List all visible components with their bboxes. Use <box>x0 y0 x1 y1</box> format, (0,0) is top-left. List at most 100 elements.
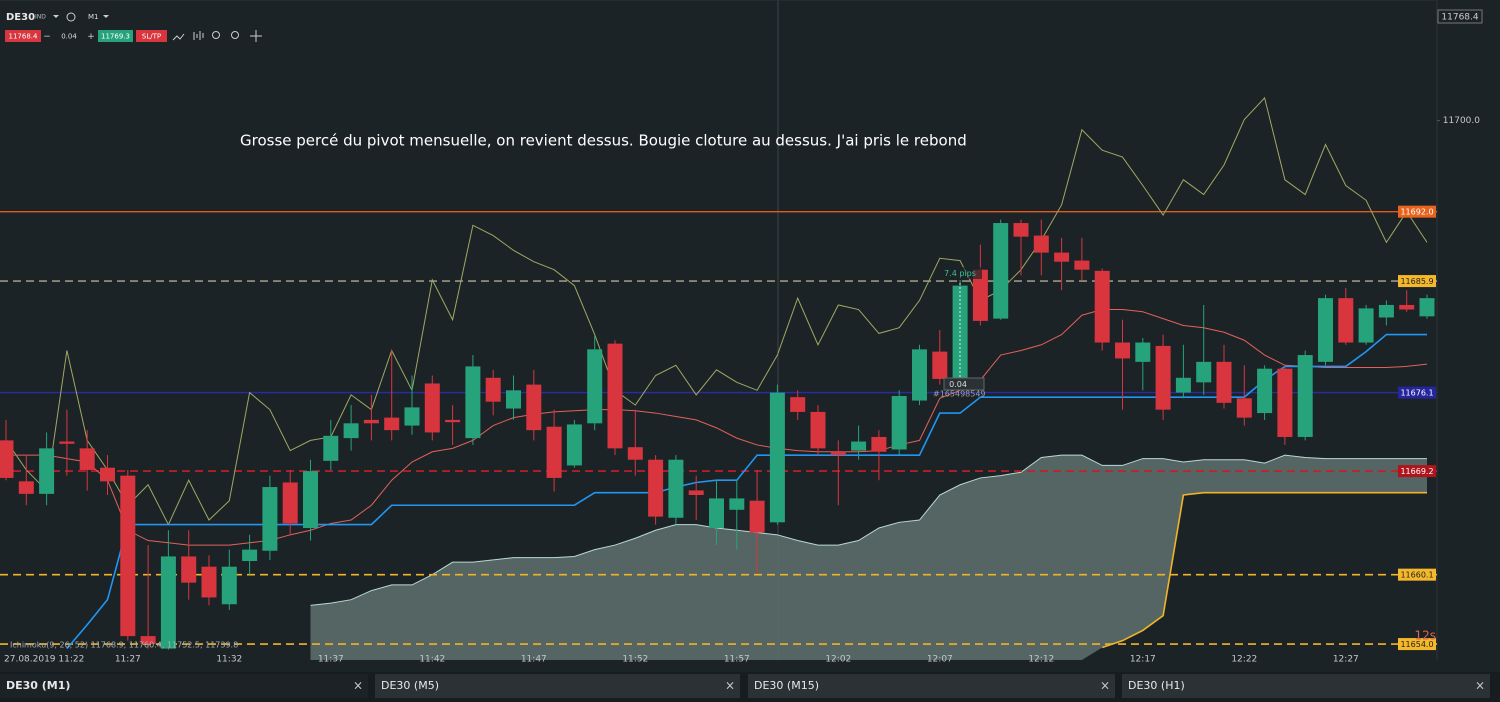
candle-body <box>1196 361 1212 383</box>
sltp[interactable]: SL/TP <box>142 33 161 41</box>
trade-pips-box <box>938 267 982 279</box>
candle-body <box>262 487 278 551</box>
candle-body <box>282 482 298 524</box>
dropdown-arrow[interactable] <box>103 15 109 18</box>
x-tick-label: 12:22 <box>1231 655 1257 665</box>
tab-close[interactable]: × <box>1475 679 1485 693</box>
y-tick-label: 11700.0 <box>1443 116 1480 126</box>
candle-body <box>1094 270 1110 343</box>
x-tick-label: 12:12 <box>1028 655 1054 665</box>
price-level-label: 11654.0 <box>1400 640 1433 649</box>
cloud-upper-edge <box>310 454 1427 606</box>
zoom-in-icon[interactable] <box>231 31 239 39</box>
price-level-label: 11685.9 <box>1400 277 1433 286</box>
candle-body <box>1399 304 1415 310</box>
price-level-box <box>1398 205 1436 218</box>
volume[interactable]: 0.04 <box>61 33 77 41</box>
candle-body <box>688 490 704 495</box>
sell-price[interactable]: 11768.4 <box>9 33 38 41</box>
sell-button[interactable] <box>5 30 41 42</box>
timeframe[interactable]: M1 <box>88 13 99 21</box>
candle-body <box>59 441 75 444</box>
chart-type-icon[interactable] <box>172 33 185 41</box>
tab-close[interactable]: × <box>1100 679 1110 693</box>
candle-body <box>993 223 1009 319</box>
zoom-out-icon[interactable] <box>212 31 220 39</box>
candle-body <box>445 419 461 423</box>
tab-title[interactable]: DE30 (M5) <box>381 679 439 692</box>
minus-button[interactable]: − <box>43 32 51 42</box>
candle-body <box>1074 260 1090 270</box>
x-tick-label: 11:42 <box>419 655 445 665</box>
trade-volume[interactable]: 0.04 <box>949 380 967 389</box>
tab-title[interactable]: DE30 (M15) <box>754 679 819 692</box>
price-level-box <box>1398 386 1436 399</box>
tab[interactable] <box>0 674 368 698</box>
tab-close[interactable]: × <box>353 679 363 693</box>
tab[interactable] <box>375 674 740 698</box>
candle-body <box>465 366 481 439</box>
tab-close[interactable]: × <box>725 679 735 693</box>
indicator-line <box>5 96 1428 526</box>
candle-body <box>0 440 14 478</box>
price-level-label: 11692.0 <box>1400 208 1433 217</box>
clock-icon[interactable] <box>66 12 76 22</box>
crosshair-icon[interactable] <box>250 30 262 42</box>
x-tick-label: 12:27 <box>1333 655 1359 665</box>
buy-button[interactable] <box>98 30 133 42</box>
candle-body <box>587 349 603 424</box>
candle-body <box>1378 304 1394 318</box>
candle-body <box>749 500 765 533</box>
candle-body <box>769 392 785 523</box>
candle-body <box>1216 361 1232 403</box>
candle-body <box>1277 368 1293 437</box>
candle-body <box>972 269 988 321</box>
tab[interactable] <box>1122 674 1490 698</box>
tab-title[interactable]: DE30 (H1) <box>1128 679 1185 692</box>
candle-body <box>506 390 521 409</box>
candle-body <box>1155 345 1171 410</box>
sltp-button[interactable] <box>136 30 167 42</box>
candle-body <box>790 397 806 412</box>
candle-body <box>912 349 927 401</box>
buy-price[interactable]: 11769.3 <box>101 33 130 41</box>
candle-body <box>851 441 867 451</box>
current-price-box <box>1437 9 1483 24</box>
candle-body <box>384 417 400 431</box>
price-level-label: 11660.1 <box>1400 571 1433 580</box>
price-level-box <box>1398 465 1436 478</box>
candle-body <box>607 343 623 449</box>
candle-body <box>891 396 907 450</box>
cloud-lower-edge <box>1101 491 1427 649</box>
dropdown-arrow[interactable] <box>53 15 59 18</box>
candle-body <box>729 498 745 510</box>
indicators-icon[interactable] <box>193 31 204 40</box>
ichimoku-cloud <box>310 455 1427 660</box>
candle-body <box>323 435 339 461</box>
candle-body <box>343 423 359 439</box>
candle-body <box>242 549 258 561</box>
candle-body <box>404 407 420 426</box>
candle-body <box>181 556 197 583</box>
plus-button[interactable]: + <box>87 32 95 42</box>
x-tick-label: 27.08.2019 11:22 <box>4 655 84 665</box>
x-tick-label: 11:47 <box>521 655 547 665</box>
x-tick-label: 11:27 <box>115 655 141 665</box>
candle-body <box>18 481 34 494</box>
tab[interactable] <box>748 674 1115 698</box>
candle-body <box>1257 368 1273 414</box>
candle-body <box>1175 377 1191 393</box>
plot-area: 27.08.2019 11:22 11:27 11:32 11:37 11:42 11:4… <box>0 9 1483 665</box>
candle-body <box>1135 342 1151 362</box>
x-tick-label: 12:07 <box>927 655 953 665</box>
trade-id: #165498549 <box>933 390 986 399</box>
symbol[interactable]: DE30 <box>6 12 35 23</box>
tab-title[interactable]: DE30 (M1) <box>6 679 70 692</box>
candle-body <box>1419 298 1435 317</box>
candle-body <box>1358 308 1374 343</box>
indicator-legend: Ichimoku(9, 26, 52) 11768.9, 11760.4, 11… <box>10 641 238 650</box>
trade-volume-box[interactable] <box>943 377 985 391</box>
candle-body <box>526 384 542 431</box>
